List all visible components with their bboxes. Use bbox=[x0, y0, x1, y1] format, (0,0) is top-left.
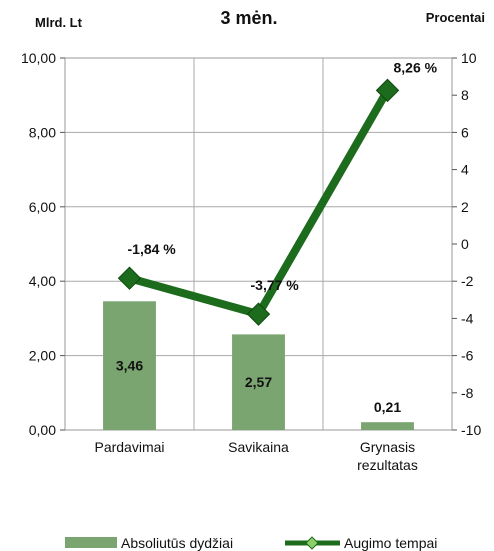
right-axis-tick-label: -10 bbox=[461, 422, 481, 438]
left-axis-title: Mlrd. Lt bbox=[35, 15, 83, 30]
legend-line-label: Augimo tempai bbox=[344, 535, 437, 551]
plot-area: 0,00 2,00 4,00 6,00 8,00 10,00 -10 -8 -6 -4 -2 0 2 4 6… bbox=[21, 50, 481, 473]
left-axis-tick-label: 6,00 bbox=[29, 199, 56, 215]
growth-value-label: -3,77 % bbox=[251, 277, 300, 293]
category-label: Pardavimai bbox=[94, 439, 164, 455]
bar-value-label: 2,57 bbox=[245, 374, 272, 390]
left-axis-tick-label: 8,00 bbox=[29, 124, 56, 140]
right-axis-tick-label: 2 bbox=[461, 199, 469, 215]
chart-title: 3 mėn. bbox=[220, 8, 277, 28]
growth-point-marker bbox=[246, 302, 271, 326]
right-axis-tick-label: -6 bbox=[461, 348, 474, 364]
bar bbox=[103, 301, 156, 430]
category-label: Grynasis bbox=[360, 439, 415, 455]
legend-bar-swatch bbox=[65, 537, 117, 548]
bar bbox=[232, 334, 285, 430]
right-axis-tick-label: -8 bbox=[461, 385, 474, 401]
left-axis-tick-label: 10,00 bbox=[21, 50, 56, 66]
growth-point-marker bbox=[375, 78, 400, 103]
right-axis-tick-label: 8 bbox=[461, 87, 469, 103]
right-axis-tick-label: 0 bbox=[461, 236, 469, 252]
legend-bar-label: Absoliutūs dydžiai bbox=[121, 535, 233, 551]
bar bbox=[361, 422, 414, 430]
legend: Absoliutūs dydžiai Augimo tempai bbox=[65, 535, 437, 551]
category-label: Savikaina bbox=[228, 439, 289, 455]
bar-value-label: 3,46 bbox=[116, 358, 143, 374]
left-axis-tick-label: 4,00 bbox=[29, 273, 56, 289]
right-axis-tick-label: 6 bbox=[461, 124, 469, 140]
legend-line-marker bbox=[305, 536, 319, 550]
left-axis-tick-label: 0,00 bbox=[29, 422, 56, 438]
growth-value-label: 8,26 % bbox=[394, 59, 438, 75]
right-axis-tick-label: -2 bbox=[461, 273, 474, 289]
left-axis-tick-label: 2,00 bbox=[29, 348, 56, 364]
growth-point-marker bbox=[117, 266, 142, 290]
growth-value-label: -1,84 % bbox=[128, 241, 177, 257]
bar-value-label: 0,21 bbox=[374, 399, 401, 415]
right-axis-tick-label: 10 bbox=[461, 50, 477, 66]
right-axis-title: Procentai bbox=[426, 10, 485, 25]
category-label: rezultatas bbox=[357, 457, 418, 473]
right-axis-tick-label: -4 bbox=[461, 310, 474, 326]
right-axis-tick-label: 4 bbox=[461, 162, 469, 178]
